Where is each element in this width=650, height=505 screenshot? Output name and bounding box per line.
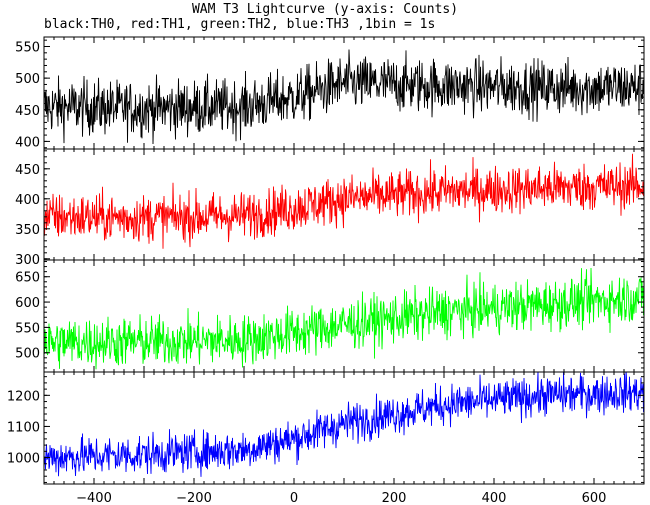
y-tick-label: 500 [15, 347, 40, 362]
series-line-th0 [44, 49, 644, 145]
x-axis: −400 −200 0 200 400 600 [76, 491, 606, 505]
panel-th1: 300 350 400 450 [15, 148, 645, 268]
y-tick-label: 300 [15, 253, 40, 268]
y-tick-label: 400 [15, 193, 40, 208]
y-tick-label: 1100 [7, 420, 40, 435]
series-line-th3 [44, 372, 644, 477]
x-tick-label: 200 [382, 491, 407, 505]
chart-title: WAM T3 Lightcurve (y-axis: Counts) [191, 2, 459, 17]
y-tick-label: 450 [15, 163, 40, 178]
x-tick-label: −200 [176, 491, 212, 505]
y-tick-label: 1200 [7, 389, 40, 404]
panel-th3: 1000 1100 1200 [7, 371, 645, 485]
y-tick-label: 550 [15, 40, 40, 55]
y-tick-label: 350 [15, 223, 40, 238]
y-tick-label: 600 [15, 296, 40, 311]
chart-subtitle: black:TH0, red:TH1, green:TH2, blue:TH3 … [44, 17, 436, 32]
y-tick-label: 1000 [7, 452, 40, 467]
series-line-th2 [44, 267, 644, 370]
series-line-th1 [44, 153, 644, 249]
panel-th0: 400 450 500 550 [15, 36, 645, 150]
y-tick-label: 550 [15, 321, 40, 336]
x-tick-label: −400 [76, 491, 112, 505]
panels: 400 450 500 550 300 350 400 450 500 550 600 650 1000… [7, 36, 645, 485]
x-tick-label: 600 [582, 491, 607, 505]
y-tick-label: 450 [15, 104, 40, 119]
y-tick-label: 400 [15, 135, 40, 150]
y-tick-label: 650 [15, 271, 40, 286]
x-tick-label: 400 [482, 491, 507, 505]
panel-th2: 500 550 600 650 [15, 259, 645, 373]
y-tick-label: 500 [15, 72, 40, 87]
x-tick-label: 0 [290, 491, 298, 505]
